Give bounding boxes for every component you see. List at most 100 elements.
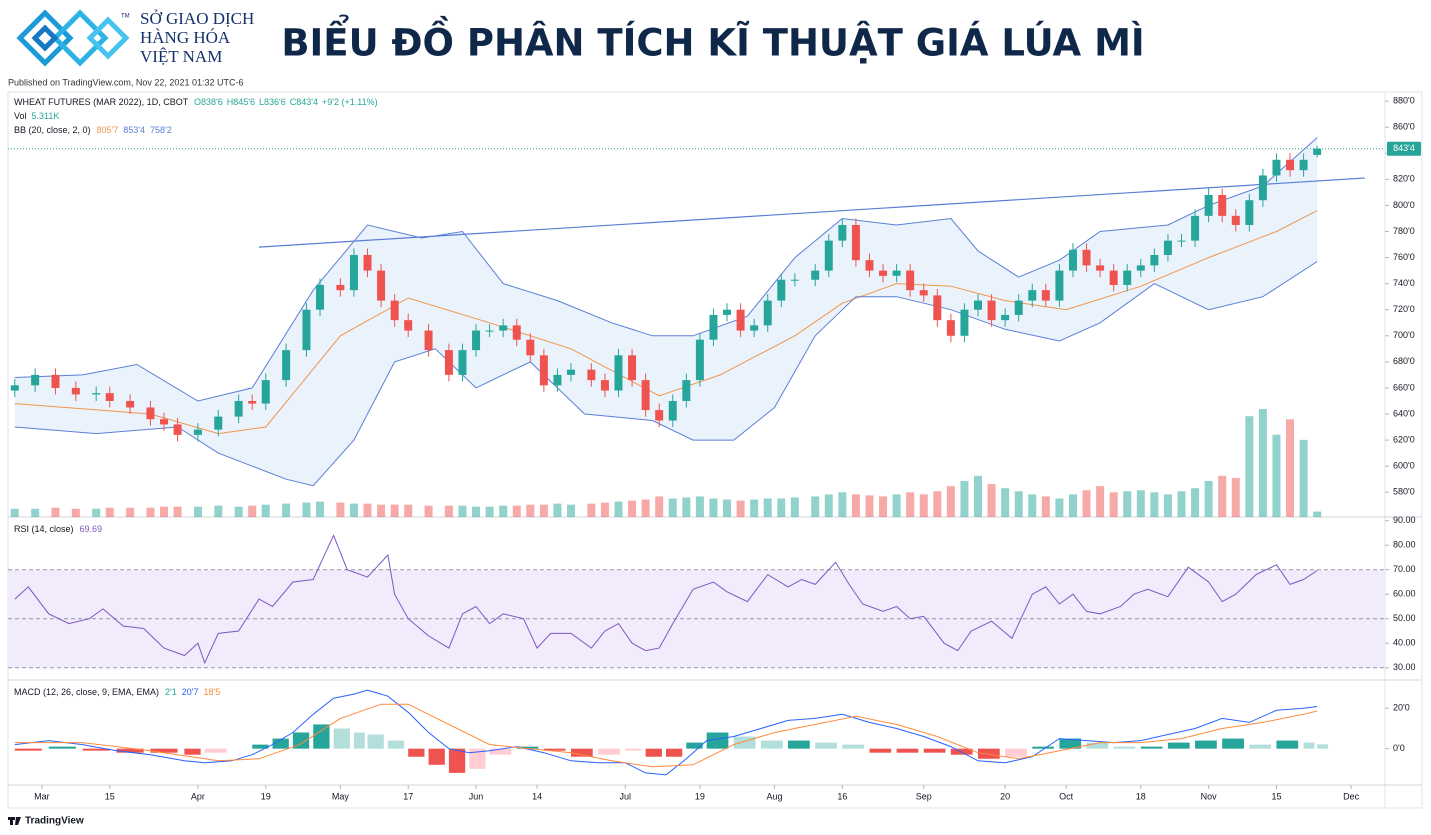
y-tick-label: 880'0 (1393, 96, 1415, 106)
histogram-bar (489, 748, 512, 755)
volume-bar (879, 496, 888, 517)
logo-line: HÀNG HÓA (140, 28, 231, 47)
volume-bar (485, 506, 494, 517)
volume-bar (1041, 496, 1050, 517)
y-tick-label: 740'0 (1393, 278, 1415, 288)
legend-text: MACD (12, 26, close, 9, EMA, EMA) (14, 687, 159, 697)
candle-body (1150, 254, 1159, 266)
volume-bar (424, 505, 433, 517)
last-price-label: 843'4 (1393, 143, 1415, 153)
x-tick-label: 18 (1136, 791, 1146, 801)
volume-bar (865, 495, 874, 517)
legend-line: BB (20, close, 2, 0) 805'7 853'4 758'2 (14, 125, 172, 135)
trademark: TM (121, 14, 130, 20)
candle-body (404, 320, 413, 331)
volume-bar (1313, 511, 1322, 517)
candle-body (1313, 148, 1322, 155)
candle-body (587, 369, 596, 381)
volume-bar (1218, 475, 1227, 517)
volume-bar (146, 507, 155, 517)
histogram-bar (896, 748, 919, 753)
tv-mark (15, 817, 21, 825)
volume-bar (723, 499, 732, 517)
bb-fill (14, 137, 1318, 486)
candle-body (553, 374, 562, 386)
volume-bar (363, 503, 372, 517)
y-tick-label: 820'0 (1393, 174, 1415, 184)
x-tick-label: 19 (261, 791, 271, 801)
histogram-bar (978, 748, 1000, 759)
tv-mark (10, 817, 13, 825)
last-price-tag (1387, 141, 1421, 156)
logo-line: VIỆT NAM (140, 47, 222, 66)
volume-bar (1204, 481, 1213, 517)
candle-body (1258, 175, 1267, 201)
logo-diamond (31, 24, 59, 52)
candle-body (377, 270, 386, 301)
signal-line (14, 703, 1318, 768)
volume-bar (105, 507, 114, 517)
histogram-bar (842, 744, 865, 749)
candle-body (892, 270, 901, 276)
candle-body (512, 325, 521, 340)
x-tick-label: Aug (766, 791, 782, 801)
y-tick-label: 700'0 (1393, 330, 1415, 340)
footer-brand: TradingView (25, 816, 84, 827)
volume-bar (695, 496, 704, 517)
volume-bar (987, 484, 996, 517)
histogram-bar (1005, 748, 1027, 757)
y-tick-label: 660'0 (1393, 382, 1415, 392)
candle-body (51, 374, 60, 388)
legend-text: 69.69 (80, 524, 103, 534)
volume-bar (614, 501, 623, 517)
logo-diamond (86, 16, 130, 60)
published-note: Published on TradingView.com, Nov 22, 20… (8, 77, 243, 87)
volume-bar (1014, 491, 1023, 517)
histogram-bar (150, 748, 178, 753)
volume-bar (750, 499, 759, 517)
legend-text: 18'5 (204, 687, 221, 697)
legend-text: BB (20, close, 2, 0) (14, 125, 91, 135)
candle-body (851, 224, 860, 261)
legend-text: RSI (14, close) (14, 524, 74, 534)
y-tick-label: 620'0 (1393, 434, 1415, 444)
volume-bar (51, 507, 60, 517)
y-tick-label: 50.00 (1393, 613, 1416, 623)
y-tick-label: 640'0 (1393, 408, 1415, 418)
bb-lower-line (14, 261, 1318, 487)
volume-bar (1082, 490, 1091, 517)
volume-bar (1299, 439, 1308, 517)
footer-logo: TradingView (8, 816, 84, 827)
histogram-bar (367, 734, 384, 749)
x-tick-label: Dec (1343, 791, 1360, 801)
volume-bar (126, 507, 135, 517)
volume-bar (282, 503, 291, 517)
volume-bar (946, 486, 955, 517)
candle-body (316, 284, 325, 310)
candle-body (1001, 314, 1010, 321)
bb-basis-line (14, 210, 1318, 435)
x-tick-label: Jun (469, 791, 484, 801)
volume-bar (1068, 494, 1077, 517)
volume-bar (10, 508, 19, 517)
histogram-bar (571, 748, 593, 757)
x-tick-label: 17 (403, 791, 413, 801)
volume-bar (390, 504, 399, 517)
y-tick-label: 800'0 (1393, 200, 1415, 210)
volume-bar (349, 503, 358, 517)
histogram-bar (408, 748, 425, 757)
candle-body (1055, 270, 1064, 301)
y-tick-label: 90.00 (1393, 515, 1416, 525)
volume-bar (600, 502, 609, 517)
legend-text: 2'1 (165, 687, 177, 697)
volume-bar (1136, 490, 1145, 517)
candle-body (160, 419, 169, 425)
y-tick-label: 0'0 (1393, 743, 1405, 753)
x-tick-label: 14 (532, 791, 542, 801)
legend-text: WHEAT FUTURES (MAR 2022), 1D, CBOT (14, 97, 189, 107)
candle-body (390, 300, 399, 321)
histogram-bar (252, 744, 269, 749)
candle-body (444, 350, 453, 375)
